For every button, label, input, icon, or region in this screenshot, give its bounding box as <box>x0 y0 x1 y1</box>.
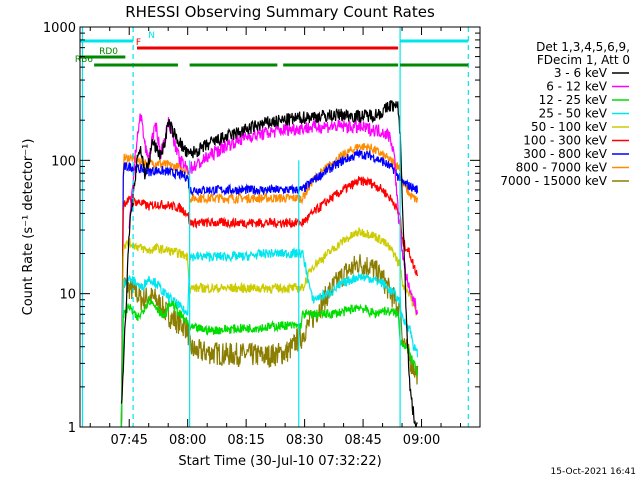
legend-label-4: 50 - 100 keV <box>531 120 608 134</box>
y-tick-label-1: 10 <box>59 288 76 303</box>
legend: Det 1,3,4,5,6,9, FDecim 1, Att 0 3 - 6 k… <box>500 40 630 188</box>
x-tick-label-4: 08:45 <box>344 433 381 448</box>
legend-label-7: 800 - 7000 keV <box>516 161 608 175</box>
series-line-3-6-keV <box>120 100 418 427</box>
x-tick-label-5: 09:00 <box>403 433 440 448</box>
legend-label-2: 12 - 25 keV <box>539 93 608 107</box>
status-label-rd0: RD0 <box>99 47 118 57</box>
series-line-50-100-keV <box>120 227 419 427</box>
series-line-6-12-keV <box>128 113 418 315</box>
legend-label-5: 100 - 300 keV <box>523 134 607 148</box>
status-label-rb6: RB6 <box>75 55 93 65</box>
legend-label-0: 3 - 6 keV <box>554 66 608 80</box>
x-tick-label-1: 08:00 <box>169 433 206 448</box>
legend-header-1: Det 1,3,4,5,6,9, <box>536 40 630 54</box>
axis-ticks: 07:45 08:00 08:15 08:30 08:45 09:00 1 10 100 1000 <box>43 21 480 448</box>
status-label-f: F <box>136 38 141 48</box>
plot-area: NF RD0 RB6 <box>75 27 469 427</box>
y-tick-label-3: 1000 <box>43 21 76 36</box>
plot-frame <box>79 26 481 428</box>
y-tick-label-0: 1 <box>68 421 76 436</box>
legend-header-2: FDecim 1, Att 0 <box>537 53 630 67</box>
x-axis-label: Start Time (30-Jul-10 07:32:22) <box>178 454 381 469</box>
legend-label-8: 7000 - 15000 keV <box>500 174 607 188</box>
series-line-300-800-keV <box>120 148 419 427</box>
x-tick-label-0: 07:45 <box>110 433 147 448</box>
series-line-7000-15000-keV <box>120 254 419 427</box>
y-axis-label: Count Rate (s⁻¹ detector⁻¹) <box>21 139 36 316</box>
footer-timestamp: 15-Oct-2021 16:41 <box>551 467 636 477</box>
legend-label-3: 25 - 50 keV <box>539 107 608 121</box>
series-group <box>120 100 419 427</box>
series-line-12-25-keV <box>120 296 419 427</box>
series-line-100-300-keV <box>120 175 419 424</box>
chart-title: RHESSI Observing Summary Count Rates <box>125 3 435 21</box>
status-label-n: N <box>148 31 155 41</box>
series-line-25-50-keV <box>120 246 419 427</box>
y-tick-label-2: 100 <box>51 154 76 169</box>
x-tick-label-2: 08:15 <box>227 433 264 448</box>
legend-label-6: 300 - 800 keV <box>523 147 607 161</box>
legend-label-1: 6 - 12 keV <box>546 80 608 94</box>
x-tick-label-3: 08:30 <box>286 433 323 448</box>
